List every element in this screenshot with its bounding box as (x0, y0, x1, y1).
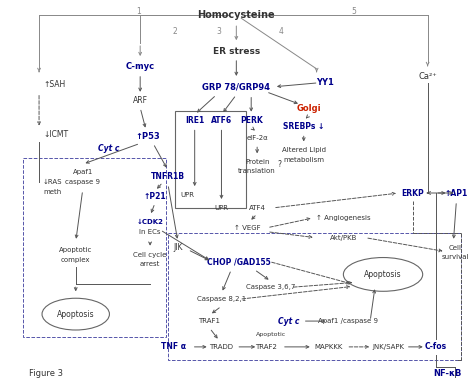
Text: In ECs: In ECs (139, 229, 161, 235)
Text: Apoptosis: Apoptosis (364, 270, 402, 279)
Text: Protein: Protein (245, 159, 269, 165)
Text: SREBPs ↓: SREBPs ↓ (283, 122, 324, 131)
Text: Figure 3: Figure 3 (29, 369, 63, 378)
Text: arrest: arrest (140, 261, 160, 267)
Text: Ca²⁺: Ca²⁺ (418, 72, 437, 81)
Ellipse shape (42, 298, 109, 330)
Text: 3: 3 (216, 27, 221, 36)
Text: GRP 78/GRP94: GRP 78/GRP94 (202, 82, 270, 91)
Text: meth: meth (43, 189, 61, 195)
Text: ↑P53: ↑P53 (136, 132, 161, 141)
Text: Altered Lipid: Altered Lipid (282, 147, 326, 153)
Text: Apaf1: Apaf1 (73, 169, 93, 175)
Text: CHOP /GAD155: CHOP /GAD155 (208, 257, 271, 266)
Text: Caspase 8,2,1: Caspase 8,2,1 (197, 296, 246, 302)
Text: survival: survival (442, 254, 469, 259)
Text: C-myc: C-myc (126, 63, 155, 71)
Text: ↓RAS: ↓RAS (43, 179, 63, 185)
Text: TRAF1: TRAF1 (199, 318, 220, 324)
Text: Cell: Cell (449, 245, 462, 251)
Text: ?: ? (277, 160, 281, 169)
Text: C-fos: C-fos (425, 342, 447, 351)
Text: ARF: ARF (133, 96, 148, 105)
Ellipse shape (343, 257, 423, 291)
Text: Akt/PKB: Akt/PKB (330, 235, 357, 241)
Text: JIK: JIK (173, 243, 182, 252)
Text: IRE1: IRE1 (185, 116, 204, 125)
Text: Cyt c: Cyt c (98, 144, 119, 153)
Bar (175, 111, 246, 208)
Text: PERK: PERK (240, 116, 263, 125)
Text: ATF6: ATF6 (211, 116, 232, 125)
Text: NF-κB: NF-κB (433, 369, 462, 378)
Text: Cyt c: Cyt c (278, 317, 300, 325)
Text: TNFR1B: TNFR1B (151, 172, 185, 181)
Text: YY1: YY1 (316, 78, 334, 87)
Text: JNK/SAPK: JNK/SAPK (372, 344, 404, 350)
Text: Caspase 3,6,7: Caspase 3,6,7 (246, 284, 296, 290)
Text: TRAF2: TRAF2 (255, 344, 277, 350)
Text: 4: 4 (279, 27, 283, 36)
Text: 5: 5 (351, 7, 356, 16)
Text: translation: translation (238, 168, 276, 174)
Text: Cell cycle: Cell cycle (133, 252, 167, 257)
Text: ATF4: ATF4 (249, 205, 265, 211)
Text: 1: 1 (136, 7, 141, 16)
Bar (23, 158, 166, 337)
Text: ↓ICMT: ↓ICMT (43, 130, 68, 139)
Text: ↑P21: ↑P21 (144, 193, 166, 201)
Text: ↑ VEGF: ↑ VEGF (234, 225, 261, 231)
Text: Apaf1 /caspase 9: Apaf1 /caspase 9 (319, 318, 378, 324)
Text: ↓CDK2: ↓CDK2 (137, 219, 164, 225)
Text: Apoptosis: Apoptosis (57, 310, 94, 318)
Text: 2: 2 (173, 27, 177, 36)
Text: ER stress: ER stress (213, 47, 260, 56)
Text: MAPKKK: MAPKKK (314, 344, 343, 350)
Text: ERKP: ERKP (401, 188, 424, 198)
Text: TNF α: TNF α (161, 342, 186, 351)
Text: eIF-2α: eIF-2α (246, 135, 268, 141)
Text: ↑AP1: ↑AP1 (445, 188, 468, 198)
Text: UPR: UPR (181, 192, 195, 198)
Text: ↑ Angiogenesis: ↑ Angiogenesis (316, 215, 371, 221)
Text: UPR: UPR (214, 205, 228, 211)
Text: Golgi: Golgi (296, 104, 321, 113)
Bar (168, 233, 461, 360)
Text: metabolism: metabolism (283, 157, 324, 163)
Text: Apoptotic: Apoptotic (256, 332, 286, 337)
Text: ↑SAH: ↑SAH (43, 80, 65, 89)
Text: Homocysteine: Homocysteine (198, 10, 275, 20)
Text: caspase 9: caspase 9 (65, 179, 100, 185)
Text: complex: complex (61, 257, 91, 262)
Text: Apoptotic: Apoptotic (59, 247, 92, 252)
Text: TRADD: TRADD (210, 344, 234, 350)
